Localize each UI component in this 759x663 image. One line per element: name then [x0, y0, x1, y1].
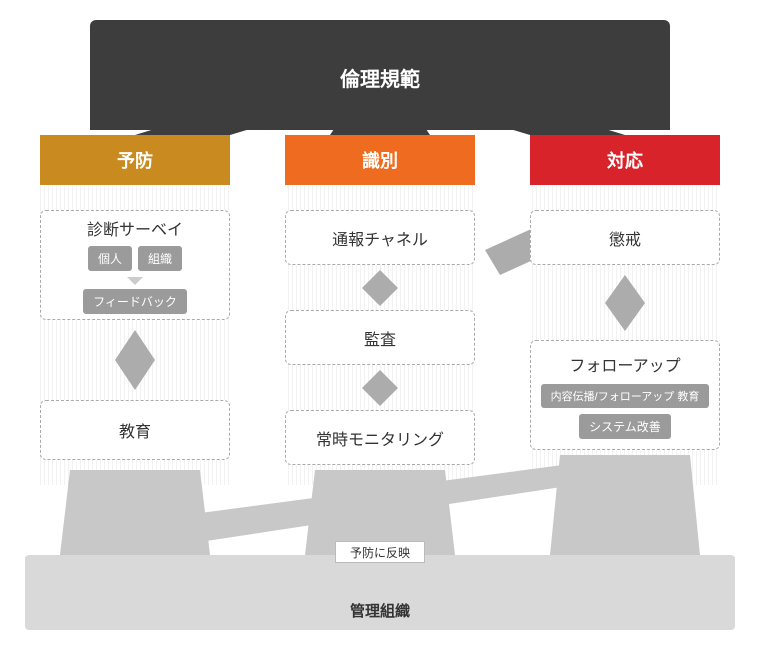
- arrow-down-icon: [127, 277, 143, 285]
- chip-organization: 組織: [138, 246, 182, 271]
- chip-propagation: 内容伝播/フォローアップ 教育: [541, 384, 710, 408]
- card-title: 通報チャネル: [332, 226, 428, 250]
- card-title: 常時モニタリング: [316, 426, 444, 450]
- card-survey: 診断サーベイ 個人 組織 フィードバック: [40, 210, 230, 320]
- card-title: 診断サーベイ: [87, 216, 183, 240]
- card-discipline: 懲戒: [530, 210, 720, 265]
- pillar-identification: 識別: [285, 135, 475, 185]
- card-title: 懲戒: [609, 226, 641, 250]
- card-report-channel: 通報チャネル: [285, 210, 475, 265]
- reflect-tag: 予防に反映: [335, 541, 425, 563]
- card-monitoring: 常時モニタリング: [285, 410, 475, 465]
- card-audit: 監査: [285, 310, 475, 365]
- footer-label: 管理組織: [25, 598, 735, 622]
- pillar-prevention: 予防: [40, 135, 230, 185]
- chip-row: 個人 組織: [88, 246, 182, 271]
- card-followup: フォローアップ 内容伝播/フォローアップ 教育 システム改善: [530, 340, 720, 450]
- diagram-canvas: 倫理規範 予防 識別 対応 診断サーベイ 個人 組織 フィードバック 教育 通報…: [0, 0, 759, 663]
- card-education: 教育: [40, 400, 230, 460]
- pillar-response: 対応: [530, 135, 720, 185]
- diagram-title: 倫理規範: [90, 62, 670, 92]
- chip-individual: 個人: [88, 246, 132, 271]
- chip-system-improve: システム改善: [579, 414, 671, 439]
- card-title: フォローアップ: [569, 352, 680, 376]
- pillar-label: 識別: [362, 147, 398, 173]
- card-title: 監査: [364, 326, 396, 350]
- chip-feedback: フィードバック: [83, 289, 187, 314]
- pillar-label: 対応: [607, 147, 643, 173]
- card-title: 教育: [119, 418, 151, 442]
- pillar-label: 予防: [117, 147, 153, 173]
